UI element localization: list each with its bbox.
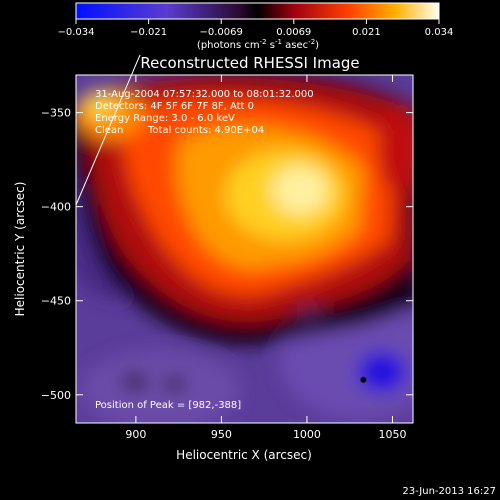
chart-title: Reconstructed RHESSI Image [140, 54, 359, 72]
x-tick-label: 1050 [378, 428, 406, 441]
heatmap-image [76, 75, 413, 423]
annotation-method: Clean [95, 125, 123, 136]
annotation-time: 31-Aug-2004 07:57:32.000 to 08:01:32.000 [95, 89, 314, 100]
annotation-detectors: Detectors: 4F 5F 6F 7F 8F, Att 0 [95, 101, 254, 112]
plot-frame [75, 74, 414, 424]
y-tick-label: −400 [41, 201, 71, 214]
colorbar-tick-label: 0.034 [425, 27, 454, 38]
colorbar-tick-label: 0.021 [352, 27, 381, 38]
y-axis-label: Heliocentric Y (arcsec) [13, 182, 27, 317]
annotation-peak: Position of Peak = [982,-388] [95, 400, 241, 411]
colorbar [75, 2, 440, 20]
y-tick-label: −450 [41, 295, 71, 308]
x-tick-label: 900 [125, 428, 146, 441]
y-tick-label: −350 [41, 107, 71, 120]
minimum-marker [360, 376, 367, 383]
colorbar-tick-label: −0.034 [57, 27, 94, 38]
x-tick-label: 950 [211, 428, 232, 441]
annotation-counts: Total counts: 4.90E+04 [147, 125, 264, 136]
colorbar-tick-label: 0.0069 [276, 27, 311, 38]
colorbar-label: (photons cm-2 s-1 asec-2) [197, 38, 319, 51]
colorbar-tick-label: −0.021 [130, 27, 167, 38]
axis-ticks: 900 950 1000 1050 −500 −450 −400 −350 [41, 75, 413, 441]
colorbar-ticks: −0.034 −0.021 −0.0069 0.0069 0.021 0.034 [57, 19, 453, 38]
footer-date: 23-Jun-2013 16:27 [402, 486, 496, 497]
colorbar-tick-label: −0.0069 [200, 27, 243, 38]
x-axis-label: Heliocentric X (arcsec) [176, 448, 312, 462]
solar-limb-line [75, 54, 141, 206]
x-tick-label: 1000 [293, 428, 321, 441]
y-tick-label: −500 [41, 389, 71, 402]
annotation-energy: Energy Range: 3.0 - 6.0 keV [95, 113, 235, 124]
